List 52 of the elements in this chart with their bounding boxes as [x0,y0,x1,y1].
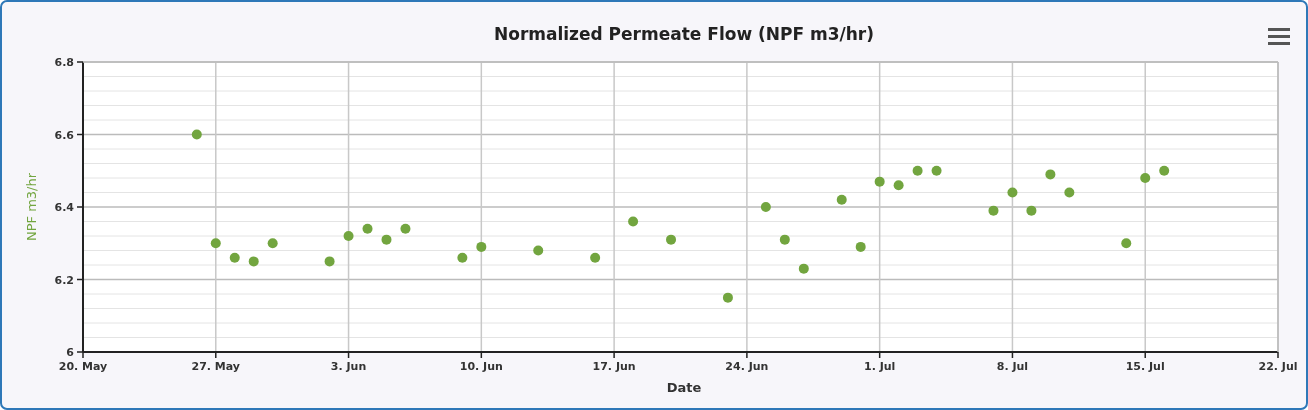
point [1045,169,1056,180]
point [988,205,999,216]
point [855,241,866,252]
point [912,165,923,176]
y-tick-label: 6.2 [54,273,74,287]
point [1007,187,1018,198]
point [836,194,847,205]
x-tick-label: 10. Jun [459,360,503,373]
y-tick-label: 6.6 [54,128,75,142]
y-tick-label: 6.4 [54,201,75,214]
x-tick-label: 1. Jul [863,360,896,373]
point [1140,173,1151,183]
point [210,238,221,249]
point [1064,187,1075,198]
point [798,263,809,274]
point [324,256,335,267]
point [760,202,771,212]
point [722,292,733,303]
x-tick-label: 20. May [58,360,108,373]
point [400,223,411,234]
point [1159,165,1170,176]
x-tick-label: 8. Jul [996,360,1029,373]
point [343,231,354,241]
point [362,223,373,234]
point [1026,205,1037,216]
point [191,129,202,140]
point [628,216,639,227]
y-axis-title: NPF m3/hr [24,172,39,242]
point [476,241,487,252]
point [457,252,468,263]
x-tick-label: 24. Jun [725,360,769,373]
point [248,256,259,267]
x-tick-label: 3. Jun [330,360,367,373]
x-tick-label: 22. Jul [1258,360,1298,373]
point [590,252,601,263]
point [267,238,278,249]
x-tick-label: 27. May [191,360,241,373]
point [874,176,885,187]
point [1121,238,1132,249]
point [229,252,240,263]
x-axis-title: Date [666,380,702,395]
y-tick-label: 6 [66,346,75,359]
point [779,234,790,245]
x-tick-label: 17. Jun [592,360,636,373]
y-tick-label: 6.8 [54,56,74,69]
x-tick-label: 15. Jul [1125,360,1165,373]
point [666,234,677,245]
point [893,180,904,191]
point [381,234,392,245]
point [931,165,942,176]
chart-title: Normalized Permeate Flow (NPF m3/hr) [493,24,875,44]
point [533,245,544,256]
